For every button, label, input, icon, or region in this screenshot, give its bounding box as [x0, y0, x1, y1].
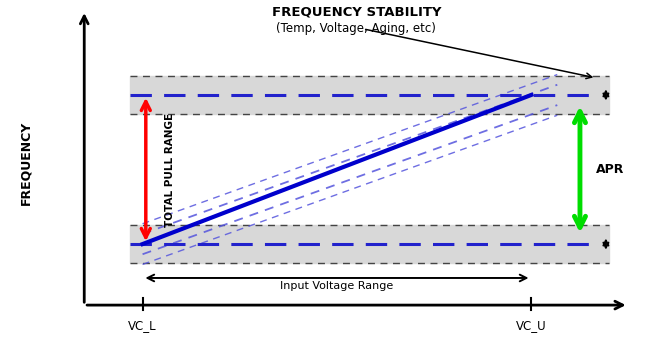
- Text: TOTAL PULL RANGE: TOTAL PULL RANGE: [165, 113, 175, 226]
- Text: Input Voltage Range: Input Voltage Range: [281, 281, 393, 291]
- Text: APR: APR: [596, 163, 625, 176]
- Text: VC_U: VC_U: [516, 319, 547, 332]
- Text: FREQUENCY STABILITY: FREQUENCY STABILITY: [272, 5, 441, 18]
- Text: (Temp, Voltage, Aging, etc): (Temp, Voltage, Aging, etc): [277, 22, 436, 35]
- Text: VC_L: VC_L: [128, 319, 157, 332]
- Text: FREQUENCY: FREQUENCY: [19, 121, 32, 205]
- Bar: [130, 76, 609, 114]
- Bar: [130, 225, 609, 263]
